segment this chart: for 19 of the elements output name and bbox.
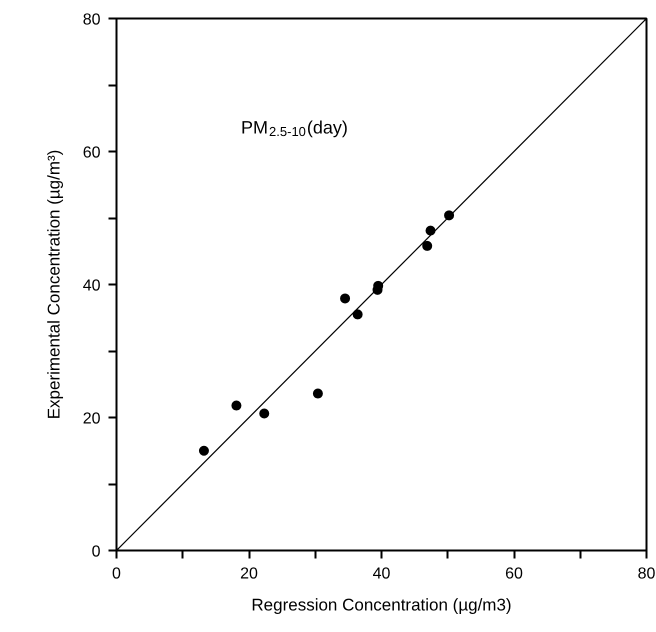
y-tick-label: 0 (92, 544, 101, 560)
point (259, 408, 270, 418)
y-tick-label: 80 (82, 12, 101, 28)
x-tick-label: 0 (112, 566, 122, 582)
point (312, 388, 323, 399)
y-tick-label: 40 (82, 278, 101, 294)
x-axis-title: Regression Concentration (µg/m3) (251, 596, 512, 614)
x-tick-label: 80 (638, 566, 656, 582)
y-axis-title: Experimental Concentration (µg/m³) (44, 150, 64, 420)
x-tick-label: 60 (505, 566, 523, 582)
point (198, 446, 209, 456)
point (340, 293, 350, 304)
point (422, 240, 432, 251)
x-tick-label: 40 (372, 566, 390, 582)
x-tick-label: 20 (240, 566, 258, 582)
y-tick-label: 20 (82, 410, 101, 428)
point (352, 309, 363, 320)
y-tick-label: 60 (82, 144, 101, 162)
point (231, 400, 242, 411)
